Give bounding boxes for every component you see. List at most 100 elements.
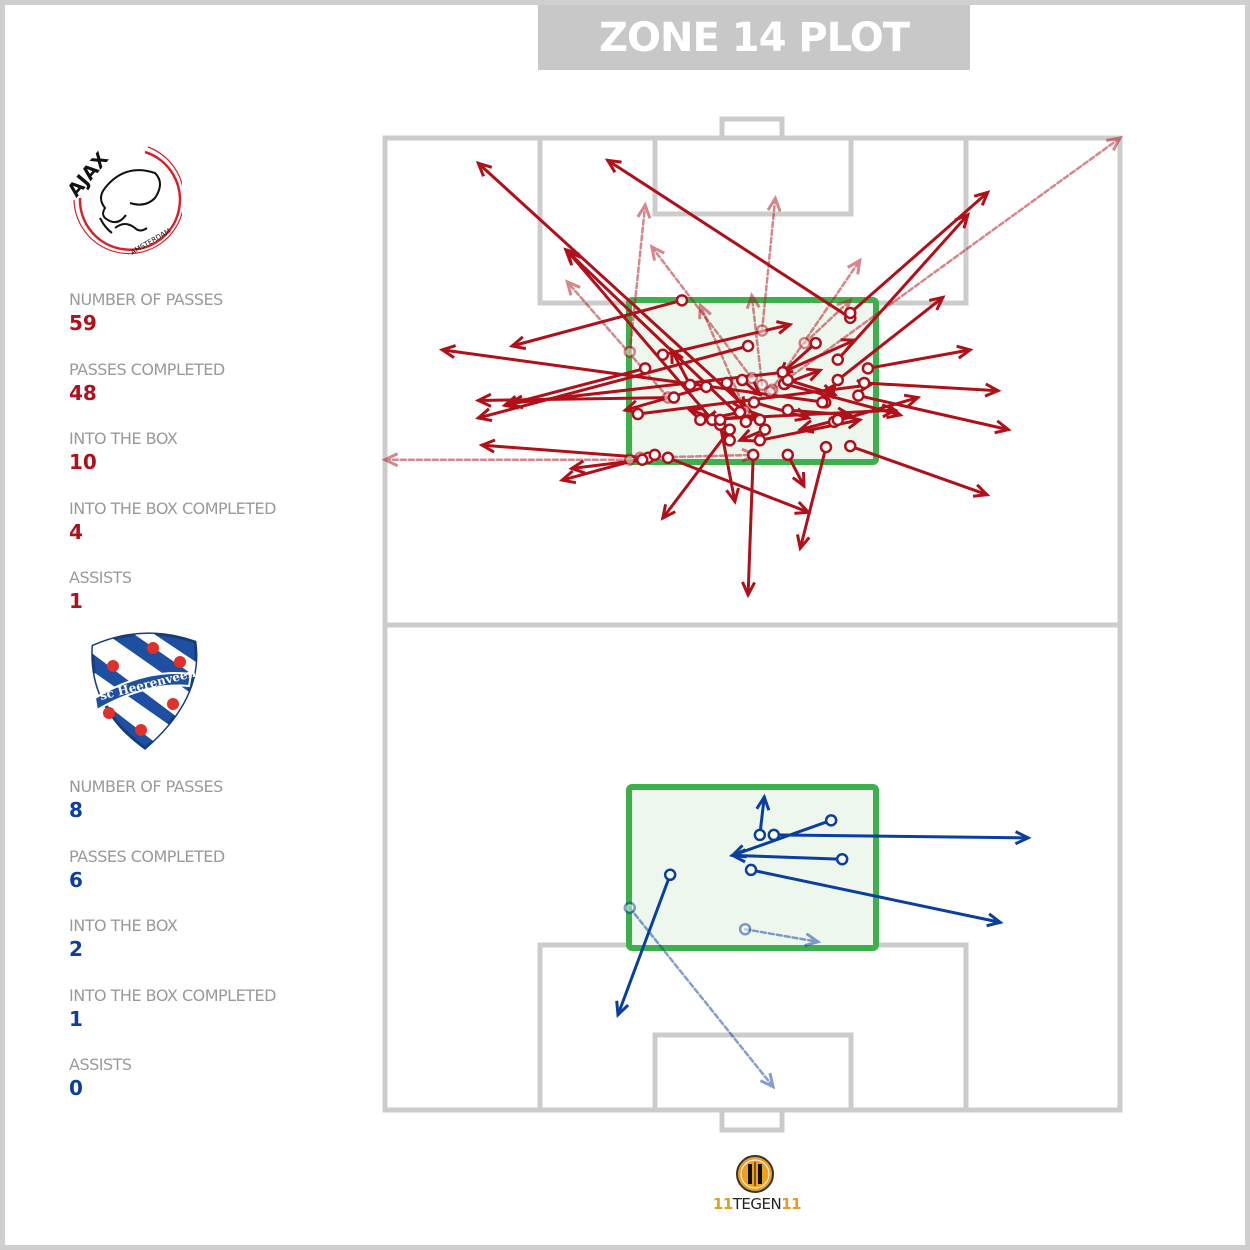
- home-pass: [862, 381, 1002, 398]
- home-pass-origin-marker: [753, 413, 767, 427]
- home-pass-origin-marker: [735, 373, 749, 387]
- away-pass: [749, 868, 1004, 928]
- away-pass-line: [743, 927, 820, 944]
- home-pass-origin-marker: [683, 378, 697, 392]
- home-pass-arrowhead-icon: [984, 382, 1002, 398]
- home-pass-arrowhead-icon: [725, 487, 740, 505]
- away-pass-line: [758, 795, 766, 837]
- home-pass-line: [752, 400, 810, 420]
- home-pass-origin-marker: [720, 376, 734, 390]
- home-pass: [781, 338, 858, 374]
- home-pass-origin-marker: [816, 396, 829, 409]
- home-pass-origin-marker: [648, 448, 661, 462]
- home-pass-line: [480, 443, 650, 460]
- away-pass-line: [628, 906, 775, 1088]
- home-pass-origin-marker: [844, 439, 857, 453]
- home-pass-origin-marker: [694, 413, 707, 427]
- brand-logo-icon: [736, 1155, 774, 1193]
- home-pass-line: [798, 445, 828, 550]
- away-pass-line: [731, 853, 844, 861]
- away-pass: [628, 906, 776, 1090]
- home-pass-arrowhead-icon: [745, 292, 761, 310]
- home-pass-line: [836, 295, 945, 382]
- bottom-goal: [719, 1107, 785, 1133]
- home-pass: [604, 158, 852, 320]
- home-pass: [741, 453, 756, 599]
- home-pass-arrowhead-icon: [474, 392, 492, 408]
- home-pass-origin-marker: [636, 453, 649, 466]
- home-pass-line: [783, 382, 902, 417]
- home-pass-arrowhead-icon: [670, 346, 684, 364]
- home-pass-arrowhead-icon: [478, 438, 496, 454]
- home-pass: [771, 135, 1123, 391]
- home-pass-line: [661, 323, 792, 357]
- top-goal: [719, 116, 785, 141]
- home-pass-origin-marker: [631, 407, 645, 421]
- home-pass-origin-marker: [844, 306, 857, 320]
- home-pass-arrowhead-icon: [649, 244, 665, 261]
- brand-wordmark: 11TEGEN11: [712, 1195, 802, 1213]
- home-pass: [796, 445, 828, 552]
- away-pass-line: [749, 868, 1002, 924]
- home-pass-line: [476, 344, 750, 420]
- home-pass-line: [856, 394, 1010, 432]
- home-pass-origin-marker: [723, 423, 736, 436]
- home-pass: [661, 320, 794, 357]
- home-pass: [478, 438, 650, 460]
- home-pass-arrowhead-icon: [994, 419, 1012, 435]
- home-pass: [508, 298, 684, 351]
- away-pass-arrowhead-icon: [804, 932, 822, 948]
- home-pass-origin-marker: [623, 345, 637, 359]
- away-stat-assists: ASSISTS 0: [69, 1055, 132, 1100]
- home-pass-origin-marker: [661, 451, 675, 465]
- home-pass: [660, 428, 732, 521]
- home-pass-line: [564, 248, 748, 424]
- home-pass-arrowhead-icon: [794, 407, 812, 422]
- passes-layer: [381, 135, 1123, 1090]
- home-pass-arrowhead-icon: [846, 257, 862, 275]
- home-pass-origin-marker: [753, 434, 767, 447]
- away-pass-arrowhead-icon: [1014, 830, 1032, 846]
- home-pass-origin-marker: [713, 413, 727, 427]
- away-pass-arrowhead-icon: [615, 1000, 630, 1018]
- away-pass-origin-marker: [663, 868, 677, 882]
- away-stat-passes: NUMBER OF PASSES 8: [69, 777, 223, 822]
- away-pass: [772, 830, 1032, 846]
- heerenveen-logo: sc Heerenveen: [91, 632, 198, 750]
- home-pass: [698, 302, 747, 412]
- ajax-logo: AJAX AMSTERDAM: [63, 146, 182, 256]
- home-pass-arrowhead-icon: [475, 407, 493, 423]
- home-pass-origin-marker: [723, 434, 736, 447]
- home-pass-arrowhead-icon: [660, 504, 676, 521]
- home-stat-completed: PASSES COMPLETED 48: [69, 359, 225, 405]
- home-pass-line: [440, 348, 827, 404]
- bottom-six-yard-box: [652, 1032, 854, 1113]
- home-pass: [718, 423, 740, 505]
- home-pass: [475, 344, 750, 423]
- home-pass-origin-marker: [746, 448, 760, 462]
- home-pass-line: [803, 299, 852, 345]
- home-pass: [670, 346, 692, 387]
- home-stats: NUMBER OF PASSES 59 PASSES COMPLETED 48 IN…: [69, 290, 276, 638]
- home-pass: [848, 190, 991, 315]
- away-stat-into-box-completed: INTO THE BOX COMPLETED 1: [69, 985, 276, 1031]
- home-pass-origin-marker: [745, 371, 759, 385]
- home-pass-arrowhead-icon: [820, 383, 839, 399]
- away-pass-origin-marker: [738, 922, 752, 936]
- home-pass-origin-marker: [781, 403, 795, 417]
- home-pass-arrowhead-icon: [438, 344, 457, 359]
- home-pass-arrowhead-icon: [972, 483, 991, 498]
- home-stat-into-box: INTO THE BOX 10: [69, 429, 178, 474]
- home-pass-origin-marker: [857, 376, 871, 390]
- home-pass: [783, 382, 904, 420]
- away-pass-arrowhead-icon: [729, 848, 747, 864]
- home-pass-line: [786, 378, 837, 397]
- home-pass-origin-marker: [741, 339, 755, 353]
- home-pass: [836, 212, 971, 362]
- home-pass-arrowhead-icon: [796, 419, 815, 434]
- away-pass-line: [616, 873, 672, 1017]
- home-pass-line: [650, 245, 754, 380]
- home-pass-origin-marker: [755, 378, 769, 392]
